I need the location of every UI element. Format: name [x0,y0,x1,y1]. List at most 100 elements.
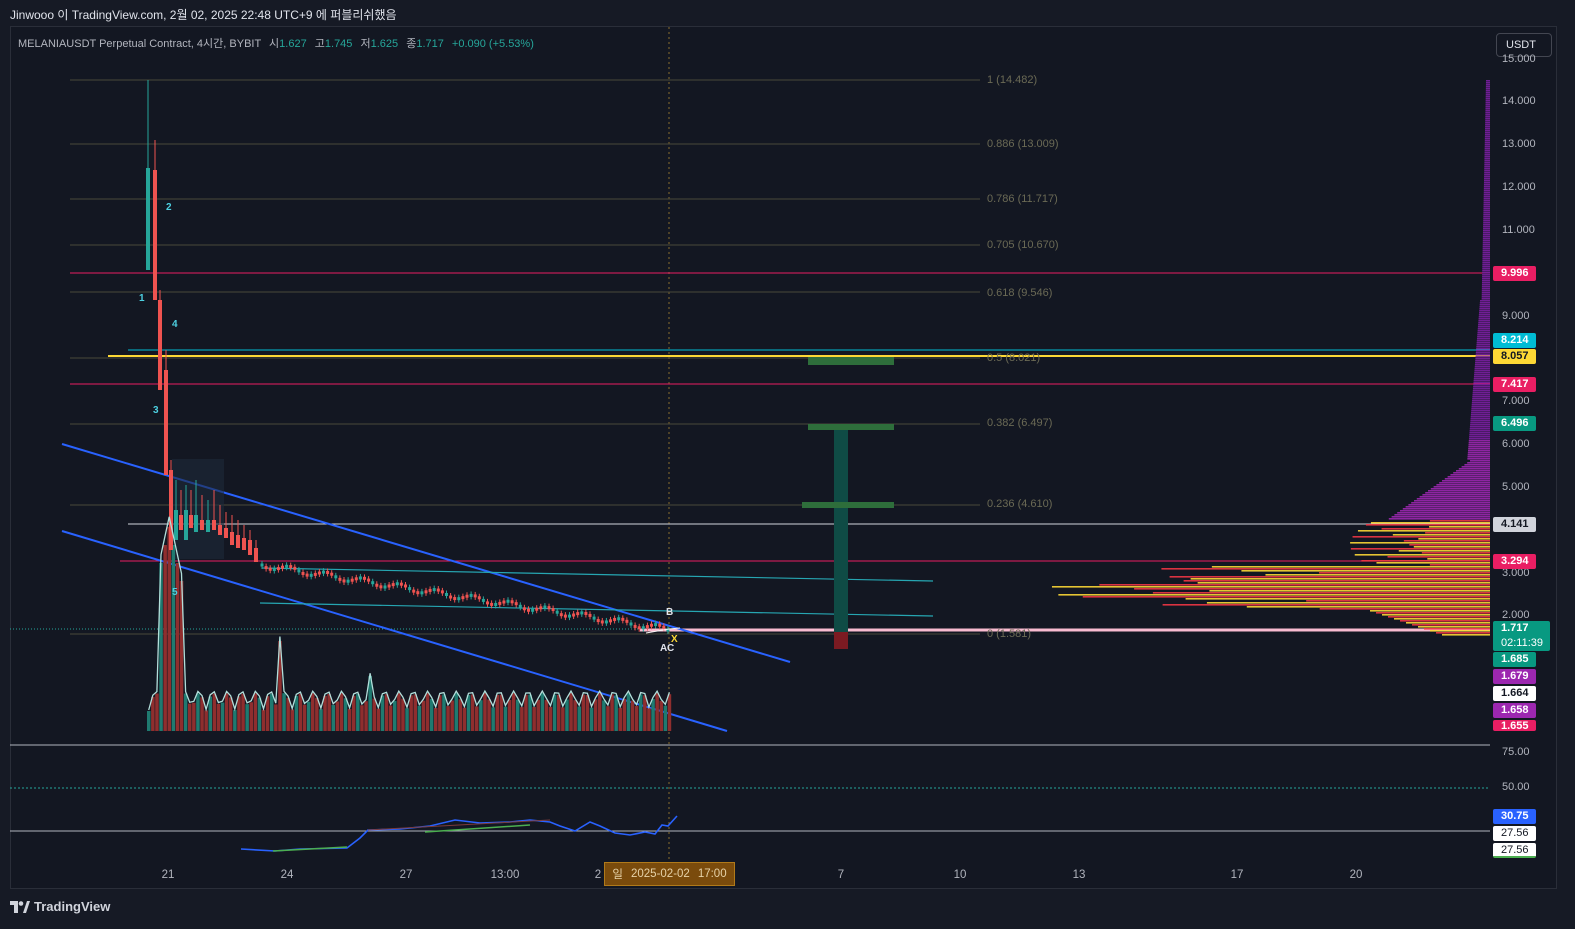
tradingview-logo-icon [10,900,30,913]
volume-bar [208,696,212,731]
volume-profile-bar [1484,166,1490,168]
candle-body [453,597,457,601]
candle-body [621,617,625,621]
volume-profile-bar [1483,186,1490,188]
crosshair-date: 2025-02-02 [630,868,690,880]
volume-profile-bar [1470,416,1490,418]
volume-profile-bar [1376,612,1490,614]
volume-profile-bar [1485,122,1490,124]
volume-profile-bar [1470,420,1490,422]
close-value: 1.717 [416,38,444,50]
volume-bar [409,695,413,731]
crosshair-day: 일 [612,869,623,881]
volume-profile-bar [1484,150,1490,152]
volume-profile-bar [1482,258,1490,260]
volume-bar [622,699,627,731]
candle-body [254,548,258,562]
volume-profile-bar [1408,504,1490,506]
volume-profile-bar [1436,484,1490,486]
volume-profile-bar [1483,208,1490,210]
volume-profile-bar [1483,226,1490,228]
volume-profile-bar [1472,392,1490,394]
volume-bar [450,700,454,731]
volume-bar [302,704,307,731]
volume-profile-bar [1483,202,1490,204]
candle-body [416,591,420,595]
candle-body [276,567,280,571]
volume-profile-bar [1416,498,1490,500]
volume-bar [179,581,184,731]
candle-body [461,596,465,600]
tradingview-logo[interactable]: TradingView [10,899,110,914]
volume-bar [466,695,471,731]
time-axis-label: 21 [161,869,175,881]
volume-bar [585,695,590,731]
volume-profile-bar [1467,462,1490,464]
volume-profile-bar [1481,284,1490,286]
volume-profile-bar [1484,176,1490,178]
volume-profile-bar [1469,432,1490,434]
volume-bar [339,693,344,731]
volume-bar [245,704,249,731]
price-axis-label: 6.000 [1502,438,1530,450]
candle-body [399,582,403,586]
volume-profile-bar [1485,104,1490,106]
volume-bar [290,709,294,731]
volume-profile-bar [1481,282,1490,284]
volume-profile-bar [1403,540,1490,542]
volume-bar [511,693,516,731]
currency-button[interactable]: USDT [1496,33,1552,57]
volume-profile-bar [1485,90,1490,92]
volume-profile-bar [1480,300,1490,302]
volume-bar [376,708,381,731]
volume-profile-bar [1387,556,1490,558]
volume-profile-bar [1472,396,1490,398]
volume-profile-bar [1485,82,1490,84]
volume-profile-bar [1482,280,1490,282]
candle-body [527,608,530,612]
volume-bar [421,700,426,731]
volume-profile-bar [1474,370,1490,372]
volume-bar [483,693,487,731]
fib-label-0786: 0.786 (11.717) [987,193,1058,205]
volume-profile-bar [1241,570,1490,572]
volume-profile-bar [1413,546,1490,548]
volume-bar [265,696,270,731]
price-axis-label: 5.000 [1502,481,1530,493]
volume-bar [557,694,561,731]
volume-bar [397,693,401,731]
volume-bar [532,707,536,731]
price-tag-1664: 1.664 [1493,686,1536,701]
volume-bar [446,706,450,731]
volume-profile-bar [1485,120,1490,122]
volume-profile-bar [1475,362,1490,364]
volume-profile-bar [1482,234,1490,236]
volume-bar [220,702,225,731]
candle-body [260,563,264,567]
volume-profile-bar [1474,368,1490,370]
volume-profile-bar [1484,174,1490,176]
volume-bar [356,694,360,731]
volume-profile-bar [1484,146,1490,148]
time-axis-label: 7 [837,869,845,881]
target-bar-2 [808,424,894,430]
candle-body [230,532,234,545]
volume-bar [454,693,458,731]
volume-profile-bar [1388,518,1490,520]
candle-body [477,596,481,600]
volume-bar [327,693,331,731]
volume-profile-bar [1185,598,1490,600]
volume-bar [315,698,319,731]
candle-body [551,608,555,612]
volume-profile-bar [1476,350,1490,352]
volume-profile-bar [1444,478,1490,480]
volume-bar [364,701,368,731]
volume-profile-bar [1474,374,1490,376]
wave-label-2: 2 [166,202,172,213]
candle-body [236,535,240,548]
volume-profile-bar [1479,306,1490,308]
volume-bar [528,694,532,731]
rsi-tag-ma: 27.56 [1493,826,1536,841]
volume-bar [393,700,397,731]
